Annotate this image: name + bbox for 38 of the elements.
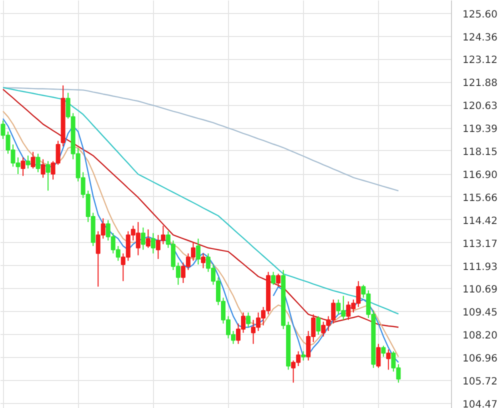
y-tick-label: 105.72 bbox=[462, 376, 498, 388]
candlestick bbox=[271, 271, 276, 286]
y-tick-label: 106.96 bbox=[462, 354, 498, 365]
y-tick-label: 109.45 bbox=[462, 308, 498, 319]
candlestick bbox=[200, 252, 206, 269]
y-tick-label: 110.69 bbox=[462, 284, 498, 296]
y-tick-label: 111.93 bbox=[462, 262, 498, 273]
y-tick-label: 113.17 bbox=[462, 238, 498, 250]
y-tick-label: 118.15 bbox=[462, 146, 498, 158]
candlestick bbox=[40, 158, 46, 178]
candlestick bbox=[301, 350, 306, 361]
y-tick-label: 125.60 bbox=[462, 9, 498, 20]
candlestick bbox=[140, 227, 146, 250]
candlestick bbox=[150, 232, 156, 254]
y-tick-label: 104.47 bbox=[462, 400, 498, 408]
candlestick bbox=[376, 343, 381, 368]
candlestick bbox=[26, 155, 30, 169]
candlestick bbox=[20, 156, 26, 176]
y-tick-label: 114.42 bbox=[462, 216, 498, 227]
y-tick-label: 123.12 bbox=[462, 55, 498, 66]
y-tick-label: 119.39 bbox=[462, 124, 498, 136]
y-tick-label: 120.63 bbox=[462, 101, 498, 112]
candlestick bbox=[146, 228, 150, 248]
y-tick-label: 115.66 bbox=[462, 192, 498, 204]
candlestick bbox=[386, 348, 391, 370]
y-tick-label: 124.36 bbox=[462, 32, 498, 44]
candlestick bbox=[381, 345, 386, 358]
candlestick bbox=[276, 273, 281, 288]
candlestick bbox=[30, 151, 36, 169]
candlestick bbox=[246, 312, 251, 328]
line-series bbox=[2, 87, 400, 192]
candlestick bbox=[36, 153, 40, 173]
candlestick bbox=[196, 238, 200, 265]
candlestick bbox=[316, 316, 321, 336]
y-tick-label: 121.88 bbox=[462, 78, 498, 90]
candlestick bbox=[46, 160, 50, 192]
y-tick-label: 116.90 bbox=[462, 170, 498, 182]
y-tick-label: 108.20 bbox=[462, 330, 498, 342]
